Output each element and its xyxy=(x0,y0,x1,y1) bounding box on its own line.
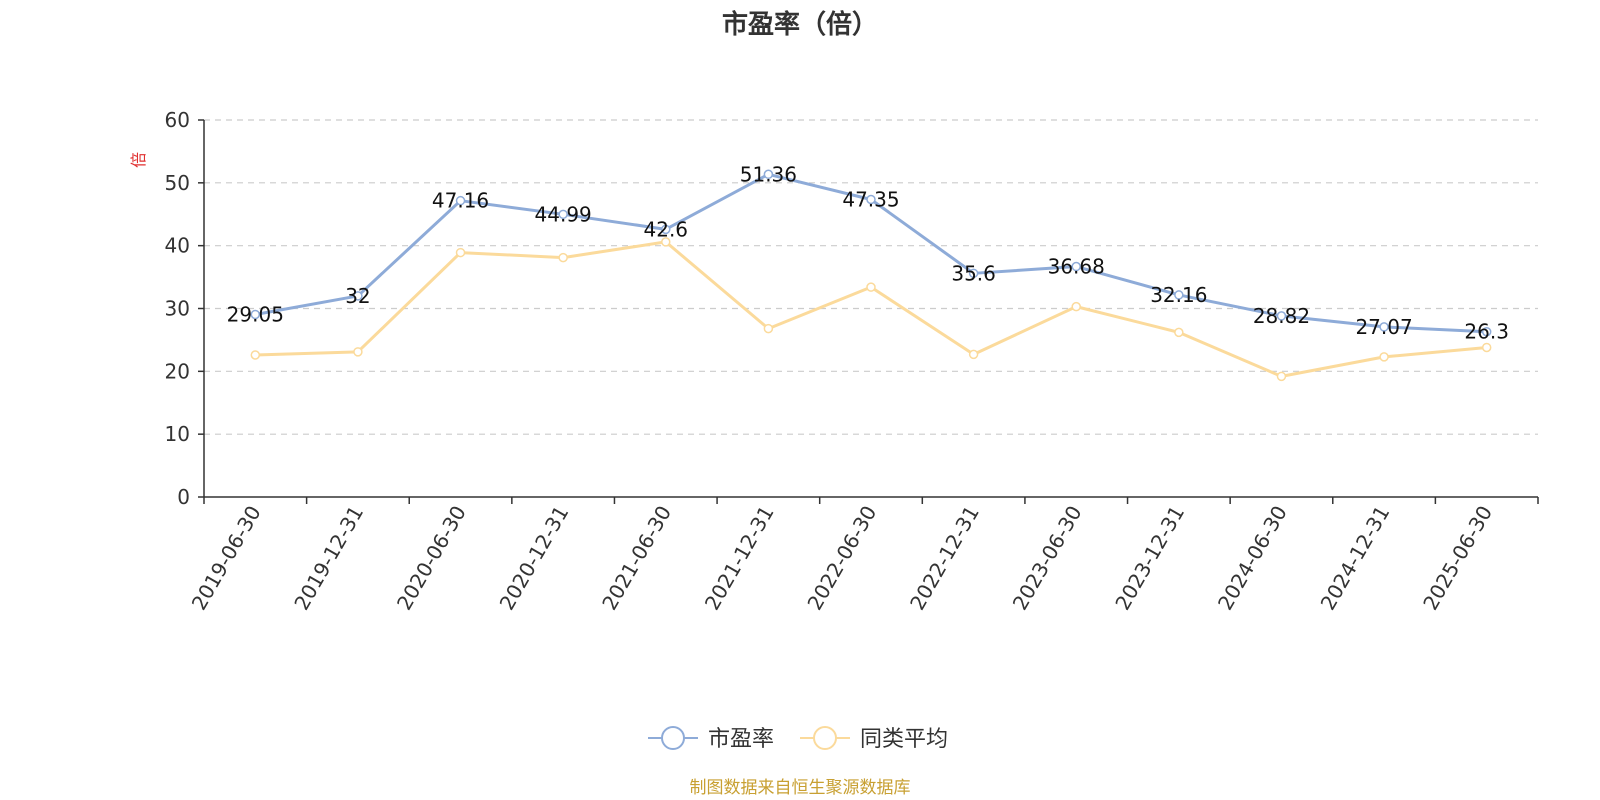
x-tick-label: 2024-06-30 xyxy=(1213,502,1292,615)
y-tick-label: 10 xyxy=(165,422,190,446)
data-point xyxy=(1276,371,1287,382)
y-tick-label: 0 xyxy=(177,485,190,509)
data-point xyxy=(558,252,568,263)
data-point xyxy=(763,323,774,334)
data-point xyxy=(1276,311,1287,321)
series-layer xyxy=(250,169,1492,382)
legend-item-1: 市盈率 xyxy=(648,726,774,752)
data-point xyxy=(1379,322,1389,332)
legend: 市盈率 同类平均 xyxy=(648,726,948,752)
data-labels: 29.05 32 47.16 44.99 42.6 51.36 47.35 35.6 36.68… xyxy=(227,162,1509,343)
source-caption: 制图数据来自恒生聚源数据库 xyxy=(690,778,911,798)
legend-label: 市盈率 xyxy=(708,727,774,752)
series-2 xyxy=(250,237,1492,382)
data-point xyxy=(1071,301,1081,312)
y-tick-label: 60 xyxy=(165,108,190,132)
data-point xyxy=(250,350,261,360)
data-point xyxy=(353,291,363,301)
data-point xyxy=(1071,261,1081,272)
data-label: 44.99 xyxy=(535,202,592,226)
gridlines xyxy=(204,119,1538,435)
x-tick-label: 2020-12-31 xyxy=(495,502,574,615)
data-point xyxy=(1174,327,1184,338)
x-tick-label: 2019-06-30 xyxy=(187,502,266,615)
data-label: 35.6 xyxy=(951,261,996,285)
data-label: 28.82 xyxy=(1253,304,1310,328)
y-tick-label: 50 xyxy=(165,171,190,195)
data-point xyxy=(1174,290,1184,300)
data-point xyxy=(455,247,466,258)
x-tick-label: 2020-06-30 xyxy=(392,502,471,615)
data-point xyxy=(661,224,671,235)
data-point xyxy=(1481,326,1492,337)
data-label: 32 xyxy=(345,284,370,308)
x-tick-label: 2019-12-31 xyxy=(289,502,368,615)
data-label: 51.36 xyxy=(740,162,797,186)
legend-marker xyxy=(813,726,837,750)
data-label: 36.68 xyxy=(1048,255,1105,279)
data-point xyxy=(353,347,363,357)
data-point xyxy=(661,237,671,247)
y-tick-label: 30 xyxy=(165,297,190,321)
data-point xyxy=(250,309,261,320)
series-1 xyxy=(250,169,1492,337)
data-point xyxy=(558,209,568,220)
data-label: 42.6 xyxy=(644,217,689,241)
legend-label: 同类平均 xyxy=(860,727,948,752)
y-tick-label: 20 xyxy=(165,359,190,383)
data-point xyxy=(866,282,876,292)
data-point xyxy=(968,349,979,360)
data-label: 27.07 xyxy=(1355,315,1412,339)
y-axis-unit-label: 倍 xyxy=(129,152,148,168)
data-point xyxy=(455,195,466,206)
x-tick-label: 2021-12-31 xyxy=(700,502,779,615)
x-tick-label: 2021-06-30 xyxy=(597,502,676,615)
axes: 0 10 20 30 40 50 60 2019-06-30 2019-12-31 2020-06… xyxy=(165,108,1539,615)
data-label: 47.16 xyxy=(432,189,489,213)
data-point xyxy=(1481,342,1492,353)
data-point xyxy=(866,194,876,205)
data-label: 47.35 xyxy=(842,187,899,211)
data-label: 29.05 xyxy=(227,302,284,326)
data-point xyxy=(1379,352,1389,362)
data-point xyxy=(763,169,774,180)
legend-marker xyxy=(661,726,685,750)
x-tick-label: 2023-12-31 xyxy=(1110,502,1189,615)
x-tick-label: 2023-06-30 xyxy=(1008,502,1087,615)
legend-item-2: 同类平均 xyxy=(800,726,948,752)
chart-title: 市盈率（倍） xyxy=(722,9,878,40)
x-tick-label: 2022-06-30 xyxy=(802,502,881,615)
x-tick-label: 2025-06-30 xyxy=(1418,502,1497,615)
y-tick-label: 40 xyxy=(165,234,190,258)
data-label: 32.16 xyxy=(1150,283,1207,307)
data-label: 26.3 xyxy=(1464,320,1509,344)
x-tick-label: 2022-12-31 xyxy=(905,502,984,615)
x-tick-label: 2024-12-31 xyxy=(1316,502,1395,615)
data-point xyxy=(968,268,979,279)
